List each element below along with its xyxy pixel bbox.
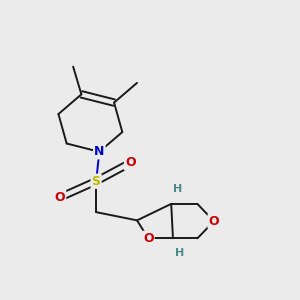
Text: O: O	[143, 232, 154, 245]
Text: S: S	[92, 175, 100, 188]
Text: O: O	[125, 157, 136, 169]
Text: O: O	[55, 191, 65, 204]
Text: H: H	[173, 184, 182, 194]
Text: H: H	[175, 248, 184, 258]
Text: N: N	[94, 145, 104, 158]
Text: O: O	[208, 215, 219, 228]
